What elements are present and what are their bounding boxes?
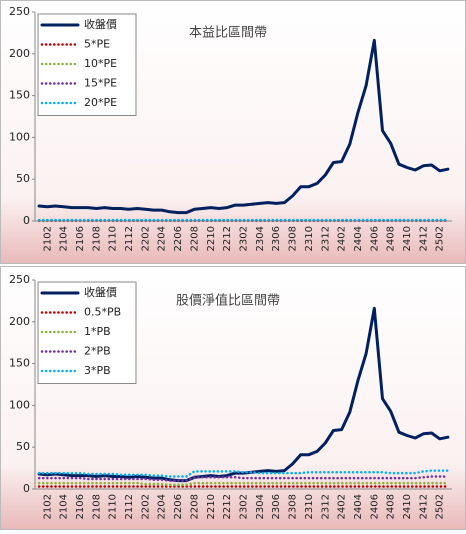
legend-label: 5*PE <box>84 38 110 51</box>
legend-label: 10*PE <box>84 57 117 70</box>
x-tick-label: 2210 <box>206 494 217 519</box>
x-tick-label: 2106 <box>75 494 86 519</box>
x-tick-label: 2204 <box>157 226 168 251</box>
x-tick-label: 2310 <box>304 226 315 251</box>
x-tick-label: 2108 <box>91 494 102 519</box>
x-tick-label: 2110 <box>108 226 119 251</box>
series-line <box>37 469 450 478</box>
x-tick-label: 2312 <box>320 226 331 251</box>
x-tick-label: 2306 <box>271 494 282 519</box>
chart-title: 本益比區間帶 <box>189 26 267 41</box>
x-tick-label: 2406 <box>369 226 380 251</box>
y-tick-label: 150 <box>9 89 30 102</box>
x-tick-label: 2304 <box>255 494 266 519</box>
x-tick-label: 2412 <box>418 226 429 251</box>
x-tick-label: 2502 <box>435 494 446 519</box>
x-tick-label: 2202 <box>140 226 151 251</box>
x-tick-label: 2308 <box>288 494 299 519</box>
y-tick-label: 100 <box>9 398 30 411</box>
legend-label: 15*PE <box>84 77 117 90</box>
x-tick-label: 2408 <box>386 226 397 251</box>
x-tick-label: 2408 <box>386 494 397 519</box>
legend-label: 20*PE <box>84 96 117 109</box>
legend-label: 收盤價 <box>84 17 117 31</box>
x-tick-label: 2206 <box>173 226 184 251</box>
series-line <box>37 475 450 482</box>
legend-label: 1*PB <box>84 325 111 338</box>
x-tick-label: 2202 <box>140 494 151 519</box>
x-tick-label: 2308 <box>288 226 299 251</box>
series-line <box>37 306 450 483</box>
x-tick-label: 2110 <box>108 494 119 519</box>
x-tick-label: 2102 <box>42 226 53 251</box>
y-tick-label: 50 <box>16 172 30 185</box>
x-tick-label: 2210 <box>206 226 217 251</box>
x-tick-label: 2502 <box>435 226 446 251</box>
x-tick-label: 2206 <box>173 494 184 519</box>
y-tick-label: 250 <box>9 5 30 18</box>
x-tick-label: 2404 <box>353 226 364 251</box>
y-tick-label: 250 <box>9 273 30 286</box>
x-tick-label: 2208 <box>189 226 200 251</box>
y-tick-label: 50 <box>16 440 30 453</box>
series-line <box>37 38 450 215</box>
x-tick-label: 2208 <box>189 494 200 519</box>
x-tick-label: 2108 <box>91 226 102 251</box>
y-tick-label: 200 <box>9 315 30 328</box>
y-tick-label: 0 <box>23 214 30 227</box>
legend-label: 3*PB <box>84 364 111 377</box>
x-tick-label: 2212 <box>222 226 233 251</box>
x-tick-label: 2106 <box>75 226 86 251</box>
x-tick-label: 2104 <box>59 226 70 251</box>
x-tick-label: 2410 <box>402 226 413 251</box>
x-tick-label: 2302 <box>239 226 250 251</box>
x-tick-label: 2102 <box>42 494 53 519</box>
x-tick-label: 2406 <box>369 494 380 519</box>
legend-label: 2*PB <box>84 345 111 358</box>
y-tick-label: 150 <box>9 357 30 370</box>
x-tick-label: 2410 <box>402 494 413 519</box>
x-tick-label: 2112 <box>124 226 135 251</box>
y-tick-label: 100 <box>9 130 30 143</box>
y-tick-label: 200 <box>9 47 30 60</box>
x-tick-label: 2404 <box>353 494 364 519</box>
legend-label: 收盤價 <box>84 285 117 299</box>
x-tick-label: 2412 <box>418 494 429 519</box>
x-tick-label: 2306 <box>271 226 282 251</box>
y-tick-label: 0 <box>23 482 30 495</box>
legend-label: 0.5*PB <box>84 306 121 319</box>
x-tick-label: 2304 <box>255 226 266 251</box>
x-tick-label: 2204 <box>157 494 168 519</box>
x-tick-label: 2302 <box>239 494 250 519</box>
x-tick-label: 2104 <box>59 494 70 519</box>
x-tick-label: 2312 <box>320 494 331 519</box>
x-tick-label: 2402 <box>337 226 348 251</box>
x-tick-label: 2212 <box>222 494 233 519</box>
x-tick-label: 2112 <box>124 494 135 519</box>
x-tick-label: 2402 <box>337 494 348 519</box>
x-tick-label: 2310 <box>304 494 315 519</box>
series-line <box>37 481 450 487</box>
chart-title: 股價淨值比區間帶 <box>176 293 280 309</box>
